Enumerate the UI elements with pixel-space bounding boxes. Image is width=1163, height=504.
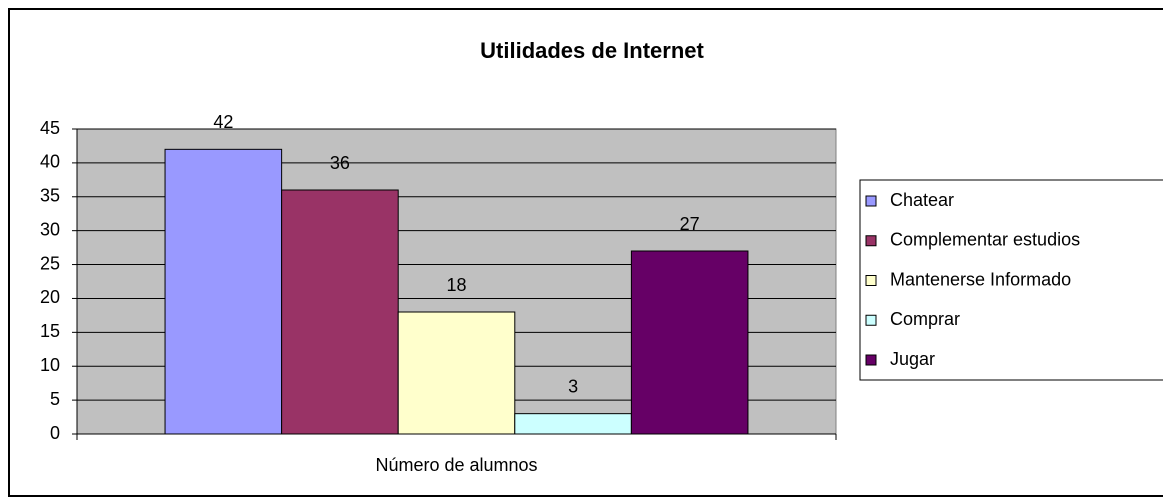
data-label: 36 — [330, 153, 350, 173]
chart-frame — [8, 8, 1163, 497]
y-tick-label: 35 — [40, 186, 60, 206]
x-tick-label: Número de alumnos — [375, 455, 537, 475]
legend-swatch — [865, 354, 877, 366]
legend-swatch — [865, 314, 877, 326]
bar — [630, 250, 749, 435]
data-label: 27 — [680, 214, 700, 234]
bar — [514, 413, 632, 435]
bar — [164, 148, 283, 435]
legend-box — [859, 179, 1163, 381]
data-label: 42 — [213, 112, 233, 132]
data-label: 18 — [446, 275, 466, 295]
legend-label: Comprar — [890, 309, 960, 329]
y-tick-label: 20 — [40, 287, 60, 307]
y-tick-label: 0 — [50, 423, 60, 443]
y-tick-label: 40 — [40, 152, 60, 172]
y-tick-label: 15 — [40, 321, 60, 341]
y-tick-label: 10 — [40, 355, 60, 375]
y-tick-label: 30 — [40, 219, 60, 239]
legend-label: Jugar — [890, 349, 935, 369]
legend-swatch — [865, 235, 877, 247]
y-tick-label: 25 — [40, 253, 60, 273]
bar — [281, 189, 399, 435]
legend-label: Mantenerse Informado — [890, 269, 1071, 289]
y-tick-label: 5 — [50, 389, 60, 409]
data-label: 3 — [568, 376, 578, 396]
legend-label: Chatear — [890, 190, 954, 210]
legend-swatch — [865, 195, 877, 207]
legend-label: Complementar estudios — [890, 230, 1080, 250]
y-tick-label: 45 — [40, 118, 60, 138]
chart-title: Utilidades de Internet — [480, 38, 704, 63]
legend-swatch — [865, 275, 877, 286]
bar — [397, 311, 516, 435]
